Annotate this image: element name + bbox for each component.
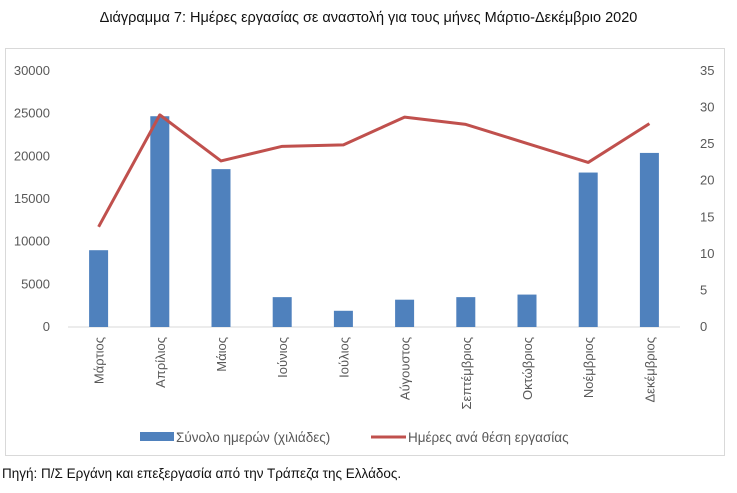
right-tick-label: 20 <box>700 173 714 188</box>
bar <box>89 250 109 327</box>
bar <box>333 310 353 327</box>
left-tick-label: 10000 <box>14 234 50 249</box>
category-label: Δεκέμβριος <box>642 337 657 403</box>
left-tick-label: 20000 <box>14 148 50 163</box>
category-label: Μάιος <box>214 337 229 372</box>
right-tick-label: 0 <box>700 319 707 334</box>
left-tick-label: 25000 <box>14 106 50 121</box>
bar-series <box>89 116 659 327</box>
left-tick-label: 15000 <box>14 191 50 206</box>
category-label: Απρίλιος <box>153 337 168 388</box>
right-tick-label: 5 <box>700 282 707 297</box>
category-label: Σεπτέμβριος <box>459 337 474 409</box>
line-series <box>97 113 651 228</box>
legend-line-label: Ημέρες ανά θέση εργασίας <box>408 430 569 445</box>
bar <box>395 299 415 327</box>
left-tick-label: 0 <box>43 319 50 334</box>
bar <box>517 294 537 327</box>
legend-bar-swatch <box>140 432 174 441</box>
right-tick-label: 35 <box>700 63 714 78</box>
category-labels: Μάρτιος Απρίλιος Μάιος Ιούνιος Ιούλιος Αύγουσ… <box>92 337 658 409</box>
bar <box>639 152 659 327</box>
source-note: Πηγή: Π/Σ Εργάνη και επεξεργασία από την… <box>2 466 402 481</box>
category-label: Αύγουστος <box>398 337 413 400</box>
chart-frame <box>5 48 725 456</box>
bar <box>578 172 598 327</box>
left-axis-ticks: 0 5000 10000 15000 20000 25000 30000 <box>14 63 50 334</box>
bar <box>272 297 292 327</box>
right-tick-label: 25 <box>700 136 714 151</box>
legend-bar-label: Σύνολο ημερών (χιλιάδες) <box>176 430 330 445</box>
right-tick-label: 15 <box>700 209 714 224</box>
bar <box>150 116 170 327</box>
right-axis-ticks: 0 5 10 15 20 25 30 35 <box>700 63 714 334</box>
legend: Σύνολο ημερών (χιλιάδες) Ημέρες ανά θέση… <box>140 430 569 445</box>
right-tick-label: 10 <box>700 246 714 261</box>
category-label: Μάρτιος <box>92 337 107 384</box>
bar <box>211 169 231 327</box>
bar <box>456 297 476 327</box>
left-tick-label: 5000 <box>21 276 50 291</box>
category-label: Οκτώβριος <box>520 337 535 400</box>
chart-title: Διάγραμμα 7: Ημέρες εργασίας σε αναστολή… <box>99 10 638 26</box>
category-label: Ιούλιος <box>336 337 351 378</box>
category-label: Ιούνιος <box>275 337 290 378</box>
category-label: Νοέμβριος <box>581 337 596 398</box>
left-tick-label: 30000 <box>14 63 50 78</box>
right-tick-label: 30 <box>700 100 714 115</box>
